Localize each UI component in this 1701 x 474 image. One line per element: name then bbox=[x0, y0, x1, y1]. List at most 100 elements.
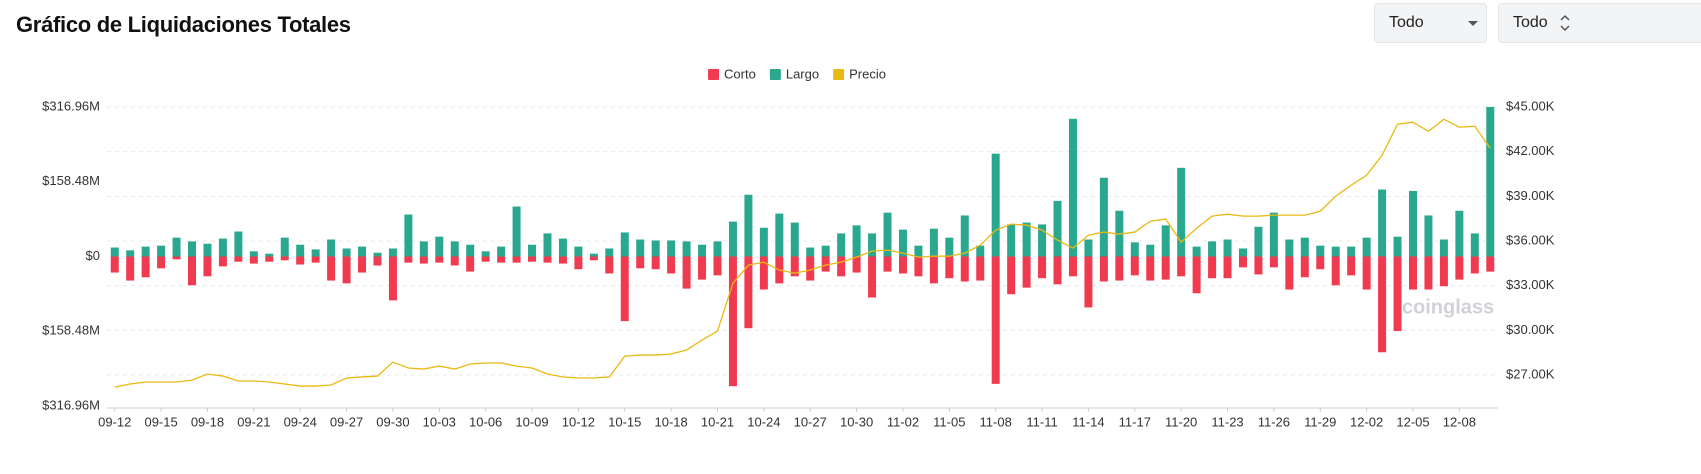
dropdown-label: Todo bbox=[1389, 14, 1424, 31]
bar bbox=[1007, 224, 1016, 257]
bar bbox=[388, 256, 397, 301]
bar bbox=[945, 256, 954, 279]
bar bbox=[1331, 246, 1340, 257]
bar bbox=[837, 256, 846, 277]
bar bbox=[1161, 225, 1170, 257]
bar bbox=[1347, 246, 1356, 257]
bar bbox=[775, 213, 784, 257]
x-tick-label: 09-18 bbox=[191, 414, 224, 429]
bar bbox=[1378, 189, 1387, 257]
bar bbox=[1424, 256, 1433, 290]
bar bbox=[682, 241, 691, 257]
bar bbox=[435, 236, 444, 257]
x-tick-label: 10-21 bbox=[701, 414, 734, 429]
bar bbox=[1455, 256, 1464, 280]
bar bbox=[868, 256, 877, 298]
bar bbox=[1455, 210, 1464, 257]
bar bbox=[713, 241, 722, 257]
bar bbox=[234, 256, 243, 262]
bar bbox=[1084, 239, 1093, 257]
bar bbox=[1316, 256, 1325, 270]
bar bbox=[543, 233, 552, 257]
bar bbox=[1161, 256, 1170, 280]
bar bbox=[512, 256, 521, 263]
bar bbox=[234, 231, 243, 257]
bar bbox=[528, 244, 537, 257]
x-tick-label: 11-05 bbox=[933, 414, 965, 429]
chart: coinglass $27.00K $30.00K $33.00K $36.00K $3… bbox=[42, 66, 1555, 429]
bar bbox=[172, 256, 181, 260]
bar bbox=[218, 238, 227, 257]
bar bbox=[1068, 118, 1077, 257]
x-tick-label: 11-11 bbox=[1026, 414, 1057, 429]
y2-tick-label: $45.00K bbox=[1506, 98, 1555, 113]
bar bbox=[342, 248, 351, 257]
bar bbox=[435, 256, 444, 263]
bar bbox=[280, 237, 289, 257]
bar bbox=[450, 241, 459, 257]
bar bbox=[296, 244, 305, 257]
bar bbox=[358, 246, 367, 257]
bar bbox=[883, 212, 892, 257]
bar bbox=[1038, 256, 1047, 279]
bar bbox=[110, 247, 119, 257]
bar bbox=[497, 256, 506, 263]
bar bbox=[419, 241, 428, 257]
bar bbox=[327, 239, 336, 257]
bar bbox=[1223, 256, 1232, 279]
dropdown[interactable]: Todo bbox=[1498, 3, 1701, 43]
bar bbox=[667, 240, 676, 257]
price-line bbox=[114, 118, 1491, 388]
bar bbox=[1192, 256, 1201, 294]
bar bbox=[574, 246, 583, 257]
legend-label: Precio bbox=[849, 66, 886, 81]
y-tick-label: $158.48M bbox=[42, 323, 100, 338]
page-title: Gráfico de Liquidaciones Totales bbox=[16, 12, 351, 37]
bar bbox=[1208, 241, 1217, 257]
bar bbox=[1254, 226, 1263, 257]
bar bbox=[296, 256, 305, 265]
x-tick-label: 10-06 bbox=[469, 414, 502, 429]
y-tick-label: $316.96M bbox=[42, 98, 100, 113]
bar bbox=[188, 256, 197, 286]
bar bbox=[1470, 233, 1479, 257]
bar bbox=[883, 256, 892, 272]
bar bbox=[1424, 215, 1433, 257]
bar bbox=[620, 232, 629, 257]
bar bbox=[589, 256, 598, 261]
bar bbox=[1393, 256, 1402, 332]
legend-label: Corto bbox=[724, 66, 756, 81]
bar bbox=[960, 215, 969, 257]
y-tick-label: $0 bbox=[86, 248, 100, 263]
x-tick-label: 11-08 bbox=[980, 414, 1012, 429]
bar bbox=[1208, 256, 1217, 279]
bar bbox=[1362, 237, 1371, 257]
bar bbox=[821, 245, 830, 257]
bar bbox=[991, 256, 1000, 384]
bar bbox=[806, 256, 815, 281]
bar bbox=[1053, 256, 1062, 285]
bar bbox=[1177, 167, 1186, 257]
bar bbox=[280, 256, 289, 261]
bar bbox=[1007, 256, 1016, 295]
x-tick-label: 10-03 bbox=[423, 414, 456, 429]
legend-swatch bbox=[769, 69, 781, 80]
bar bbox=[698, 244, 707, 257]
bar bbox=[528, 256, 537, 262]
bar bbox=[203, 256, 212, 277]
bar bbox=[1238, 248, 1247, 257]
bar bbox=[342, 256, 351, 284]
bar bbox=[373, 256, 382, 266]
bar bbox=[311, 256, 320, 263]
bar bbox=[157, 256, 166, 269]
watermark: coinglass bbox=[1402, 296, 1494, 318]
x-tick-label: 12-05 bbox=[1396, 414, 1429, 429]
bar bbox=[1486, 106, 1495, 257]
x-tick-label: 09-21 bbox=[237, 414, 270, 429]
bar bbox=[126, 256, 135, 281]
dropdown[interactable]: Todo bbox=[1374, 3, 1487, 43]
x-tick-label: 10-30 bbox=[840, 414, 873, 429]
legend-swatch bbox=[833, 69, 845, 80]
bar bbox=[713, 256, 722, 276]
x-tick-label: 11-14 bbox=[1072, 414, 1104, 429]
